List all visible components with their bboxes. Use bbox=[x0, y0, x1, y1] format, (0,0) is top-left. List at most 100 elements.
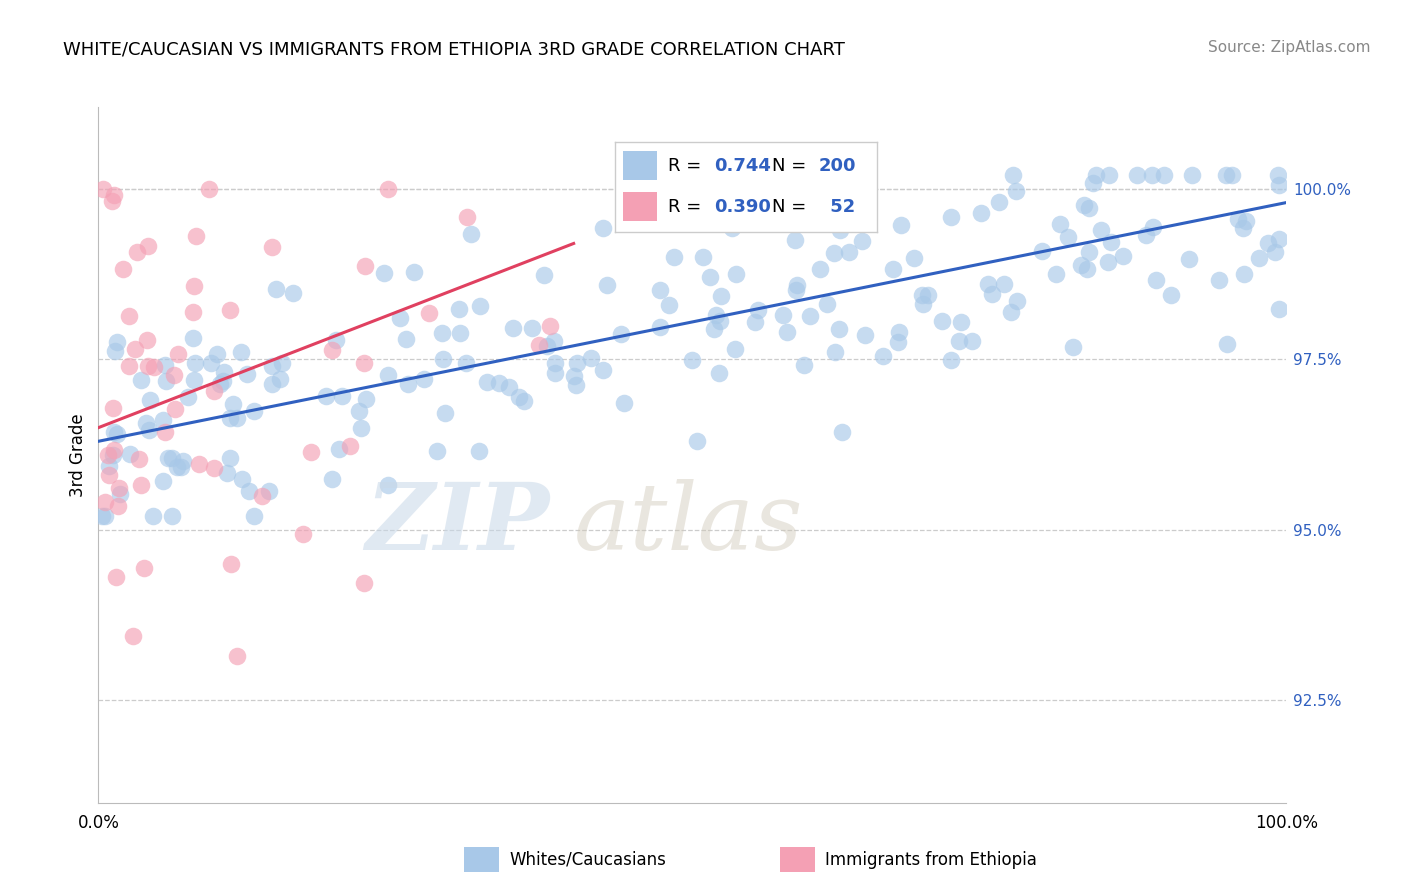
Point bbox=[219, 558, 242, 572]
Point bbox=[1031, 244, 1053, 259]
Point bbox=[353, 259, 375, 273]
Point bbox=[129, 478, 152, 492]
Point bbox=[211, 374, 233, 388]
Point bbox=[202, 461, 225, 475]
Point bbox=[1144, 273, 1167, 287]
Point bbox=[903, 251, 925, 265]
Point bbox=[1099, 235, 1122, 249]
Point bbox=[432, 351, 454, 366]
Point bbox=[238, 484, 260, 499]
Point bbox=[97, 448, 120, 462]
Point bbox=[218, 302, 240, 317]
Point bbox=[430, 326, 453, 340]
Point bbox=[1268, 178, 1291, 192]
Point bbox=[447, 301, 470, 316]
Point bbox=[1232, 221, 1254, 235]
Point bbox=[939, 353, 962, 368]
Point bbox=[1112, 249, 1135, 263]
Point bbox=[1056, 229, 1078, 244]
Point bbox=[270, 356, 292, 370]
Point bbox=[356, 392, 378, 407]
Point bbox=[1268, 301, 1291, 316]
Point bbox=[202, 384, 225, 399]
Point bbox=[508, 390, 530, 404]
Point bbox=[456, 210, 478, 224]
Point bbox=[855, 328, 877, 343]
Point bbox=[851, 234, 873, 248]
Point bbox=[685, 434, 707, 448]
Point bbox=[592, 363, 614, 377]
Point bbox=[118, 309, 141, 323]
Point bbox=[470, 300, 492, 314]
Point bbox=[1004, 185, 1026, 199]
Point bbox=[1215, 337, 1237, 351]
Point bbox=[658, 298, 681, 312]
Point bbox=[520, 321, 543, 335]
Point bbox=[449, 326, 471, 340]
Point bbox=[156, 450, 179, 465]
Point bbox=[184, 356, 207, 370]
Point bbox=[477, 376, 499, 390]
Point bbox=[142, 509, 165, 524]
Point bbox=[831, 425, 853, 439]
Point bbox=[217, 466, 239, 480]
Point bbox=[321, 472, 343, 486]
Point bbox=[377, 368, 399, 382]
Point bbox=[160, 450, 183, 465]
Point bbox=[533, 268, 555, 282]
Point bbox=[1002, 168, 1025, 182]
Point bbox=[136, 359, 159, 373]
Point bbox=[887, 334, 910, 349]
Point bbox=[650, 284, 672, 298]
Point bbox=[786, 278, 808, 293]
Point bbox=[1090, 222, 1112, 236]
Text: 200: 200 bbox=[820, 157, 856, 175]
Point bbox=[214, 365, 236, 379]
Point bbox=[527, 338, 550, 352]
Point bbox=[105, 334, 128, 349]
Point bbox=[543, 334, 565, 348]
Point bbox=[418, 306, 440, 320]
Point bbox=[170, 459, 193, 474]
Text: R =: R = bbox=[668, 198, 700, 216]
Point bbox=[948, 334, 970, 348]
Point bbox=[1062, 340, 1084, 354]
Point bbox=[152, 475, 174, 489]
Point bbox=[339, 439, 361, 453]
Point bbox=[977, 277, 1000, 291]
Point bbox=[98, 467, 121, 482]
Point bbox=[747, 302, 769, 317]
Point bbox=[890, 218, 912, 232]
Point bbox=[200, 357, 222, 371]
Text: 0.390: 0.390 bbox=[714, 198, 772, 216]
Point bbox=[172, 454, 194, 468]
Point bbox=[396, 376, 419, 391]
Point bbox=[1160, 287, 1182, 301]
Point bbox=[91, 182, 114, 196]
Point bbox=[426, 443, 449, 458]
Point bbox=[103, 448, 125, 462]
Point bbox=[166, 459, 188, 474]
Point bbox=[1142, 220, 1164, 235]
Point bbox=[219, 451, 242, 466]
Point bbox=[105, 570, 128, 584]
Point bbox=[681, 352, 703, 367]
Point bbox=[1215, 168, 1237, 182]
Point bbox=[388, 311, 411, 326]
Point bbox=[1073, 198, 1095, 212]
Point bbox=[981, 286, 1004, 301]
Point bbox=[1049, 217, 1071, 231]
Point bbox=[793, 358, 815, 372]
Point bbox=[283, 286, 305, 301]
Point bbox=[138, 423, 160, 437]
Point bbox=[257, 483, 280, 498]
Point bbox=[662, 250, 685, 264]
Point bbox=[242, 509, 264, 524]
Point bbox=[699, 269, 721, 284]
Point bbox=[103, 425, 125, 439]
Point bbox=[136, 239, 159, 253]
Point bbox=[911, 288, 934, 302]
Point bbox=[330, 389, 353, 403]
Point bbox=[703, 322, 725, 336]
Point bbox=[103, 187, 125, 202]
